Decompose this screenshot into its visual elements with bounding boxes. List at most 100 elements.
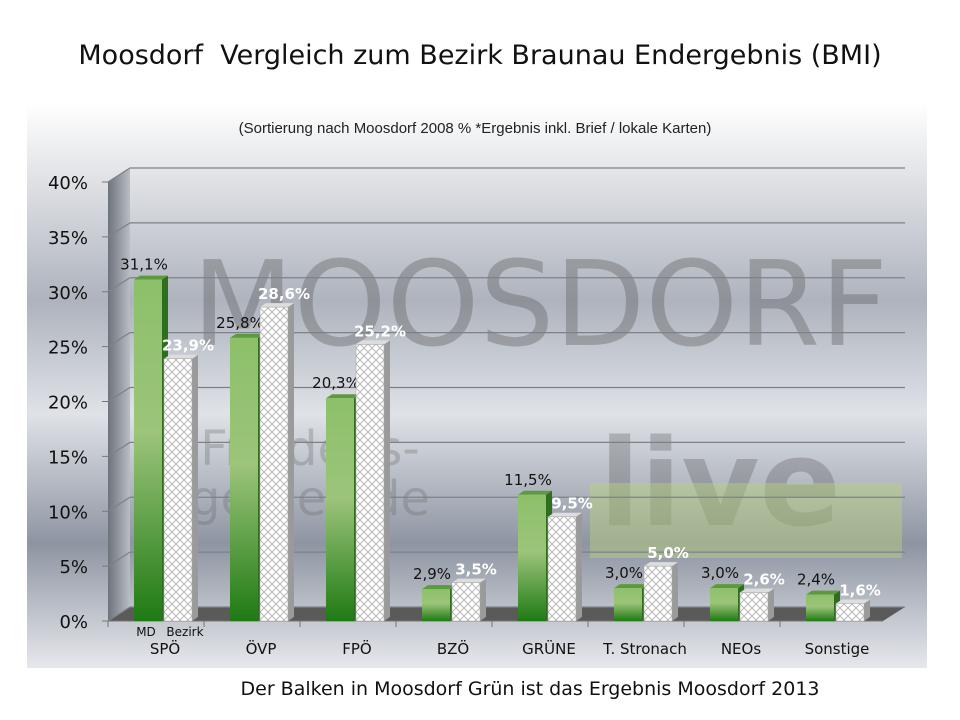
x-tick-label: SPÖ bbox=[150, 639, 180, 658]
chart-footer: Der Balken in Moosdorf Grün ist das Erge… bbox=[240, 678, 820, 700]
gridline bbox=[107, 277, 905, 293]
bar-moosdorf bbox=[710, 584, 744, 621]
chart-title: Moosdorf Vergleich zum Bezirk Braunau En… bbox=[78, 40, 882, 71]
gridline bbox=[107, 222, 905, 238]
chart-subtitle: (Sortierung nach Moosdorf 2008 % *Ergebn… bbox=[239, 120, 712, 137]
bar-moosdorf bbox=[614, 584, 648, 621]
bar-moosdorf bbox=[326, 394, 360, 621]
data-label-bezirk: 28,6% bbox=[258, 285, 310, 303]
bar-side bbox=[480, 578, 486, 621]
y-tick-label: 20% bbox=[48, 393, 88, 414]
y-tick-label: 30% bbox=[48, 283, 88, 304]
watermark-text: MOOSDORF bbox=[192, 235, 888, 373]
bar-top bbox=[260, 303, 294, 308]
data-label-moosdorf: 3,0% bbox=[605, 564, 643, 582]
chart-floor bbox=[108, 607, 905, 621]
bar-moosdorf bbox=[422, 585, 456, 621]
bar-bezirk bbox=[355, 340, 390, 622]
bar-side bbox=[768, 588, 774, 621]
bar-bezirk bbox=[451, 578, 486, 622]
bar-side bbox=[192, 354, 198, 621]
bar-side bbox=[384, 340, 390, 621]
bar-top bbox=[356, 340, 390, 345]
data-label-bezirk: 1,6% bbox=[839, 581, 881, 599]
data-label-bezirk: 3,5% bbox=[455, 561, 497, 579]
bar-top bbox=[326, 394, 360, 399]
gridline bbox=[107, 386, 905, 403]
data-label-bezirk: 5,0% bbox=[647, 544, 689, 562]
bar-top bbox=[614, 584, 648, 589]
watermark-text: live bbox=[599, 415, 841, 554]
bar-top bbox=[518, 490, 552, 495]
data-label-bezirk: 2,6% bbox=[743, 570, 785, 588]
data-label-moosdorf: 20,3% bbox=[312, 374, 360, 392]
x-tick-label: FPÖ bbox=[342, 639, 371, 658]
bar-bezirk bbox=[643, 562, 678, 622]
bar-top bbox=[452, 578, 486, 583]
x-tick-label: BZÖ bbox=[437, 639, 469, 658]
bar-face bbox=[614, 588, 642, 621]
data-label-moosdorf: 25,8% bbox=[216, 314, 264, 332]
bar-bezirk bbox=[739, 588, 774, 622]
gridline bbox=[107, 551, 905, 567]
data-label-moosdorf: 11,5% bbox=[504, 471, 552, 489]
x-tick-label: T. Stronach bbox=[602, 640, 687, 658]
bar-top bbox=[740, 588, 774, 593]
bar-face bbox=[163, 358, 193, 622]
bar-face bbox=[547, 516, 577, 622]
bar-moosdorf bbox=[806, 590, 840, 621]
bar-top bbox=[230, 333, 264, 338]
x-tick-label: GRÜNE bbox=[522, 639, 576, 658]
bar-top bbox=[806, 590, 840, 595]
bar-face bbox=[451, 582, 481, 622]
data-label-bezirk: 23,9% bbox=[162, 337, 214, 355]
data-label-moosdorf: 2,9% bbox=[413, 565, 451, 583]
bar-face bbox=[710, 588, 738, 621]
y-tick-label: 40% bbox=[48, 173, 88, 194]
bar-face bbox=[259, 306, 289, 622]
y-tick-label: 10% bbox=[48, 502, 88, 523]
bar-face bbox=[643, 565, 673, 622]
x-tick-label: ÖVP bbox=[246, 639, 277, 658]
bar-top bbox=[548, 512, 582, 517]
bar-top bbox=[836, 599, 870, 604]
bar-side bbox=[288, 303, 294, 621]
bar-top bbox=[164, 354, 198, 359]
bar-face bbox=[835, 603, 865, 622]
bar-side bbox=[576, 512, 582, 621]
y-tick-label: 0% bbox=[59, 612, 88, 633]
y-tick-label: 25% bbox=[48, 338, 88, 359]
gridline bbox=[107, 167, 905, 183]
bar-side bbox=[672, 562, 678, 621]
data-label-bezirk: 9,5% bbox=[551, 495, 593, 513]
watermark-band bbox=[590, 483, 902, 558]
gridline bbox=[107, 332, 905, 348]
x-tick-label: Sonstige bbox=[805, 640, 870, 658]
bar-bezirk bbox=[259, 303, 294, 622]
bar-face bbox=[422, 589, 450, 621]
data-label-moosdorf: 2,4% bbox=[797, 571, 835, 589]
series-label-bezirk: Bezirk bbox=[166, 625, 203, 639]
bar-moosdorf bbox=[134, 275, 168, 621]
bar-face bbox=[134, 279, 162, 621]
bar-bezirk bbox=[547, 512, 582, 622]
bar-top bbox=[710, 584, 744, 589]
bar-face bbox=[326, 398, 354, 621]
watermark-text: gemeinde bbox=[190, 471, 430, 527]
y-tick-label: 5% bbox=[59, 557, 88, 578]
bar-top bbox=[134, 275, 168, 280]
data-label-moosdorf: 31,1% bbox=[120, 256, 168, 274]
y-tick-label: 15% bbox=[48, 447, 88, 468]
bar-bezirk bbox=[163, 354, 198, 622]
bar-face bbox=[355, 344, 385, 622]
bar-face bbox=[230, 337, 258, 621]
gridline bbox=[107, 496, 905, 512]
gridline bbox=[107, 441, 905, 457]
y-tick-label: 35% bbox=[48, 228, 88, 249]
data-label-bezirk: 25,2% bbox=[354, 322, 406, 340]
bar-top bbox=[422, 585, 456, 590]
bar-face bbox=[518, 494, 546, 621]
bar-face bbox=[739, 592, 769, 622]
x-tick-label: NEOs bbox=[721, 640, 762, 658]
